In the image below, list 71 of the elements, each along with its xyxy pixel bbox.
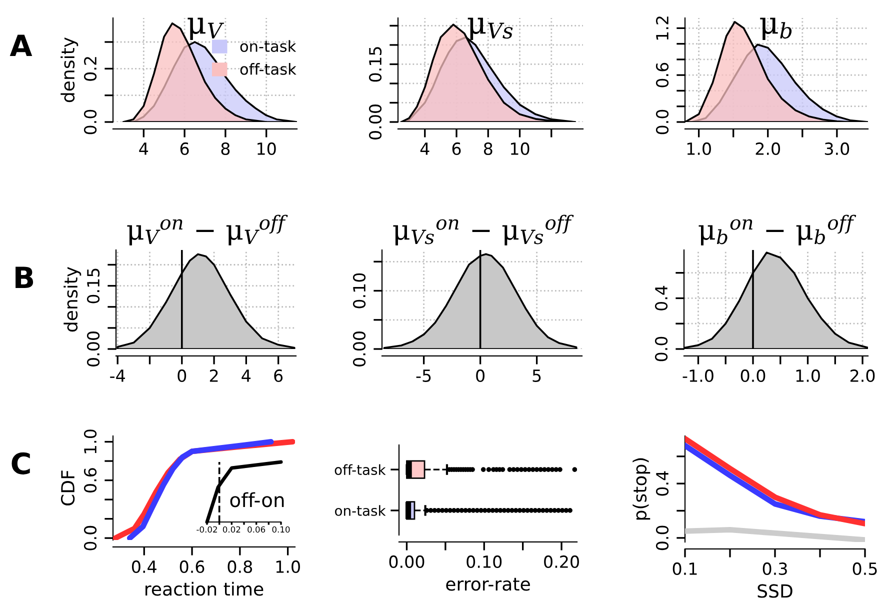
y-tick-label: on-task [335,505,386,516]
y-tick-label: 0.15 [368,47,382,82]
x-tick-label: 8 [484,142,492,156]
chart-title: μ$_{Vs}$ [468,18,513,40]
text: A [10,34,32,56]
x-tick-label: 0.8 [228,560,252,574]
y-tick-label: 1.0 [84,430,97,454]
x-tick-label: 0.4 [132,560,156,574]
legend-label: on-task [240,40,296,52]
chart-title: μ$_{b}$ [760,18,792,40]
x-tick-label: -0.02 [196,526,217,533]
x-tick-label: 10 [510,142,530,156]
legend-label: off-task [240,63,296,75]
x-tick-label: 2.0 [756,142,780,156]
y-tick-label: 0.15 [86,268,100,304]
x-axis-title: reaction time [146,582,264,596]
x-tick-label: 2 [210,369,218,382]
text: C [12,452,30,474]
y-tick-label: 0.2 [84,57,97,81]
x-tick-label: 10 [258,142,276,156]
x-tick-label: 6 [274,369,283,382]
x-tick-label: -1.0 [682,369,714,382]
x-tick-label: 0.5 [852,562,877,576]
y-tick-label: 0.4 [654,286,668,310]
x-axis-title: SSD [758,584,792,598]
y-tick-label: 0.6 [656,62,669,88]
x-tick-label: 0 [178,369,186,382]
y-axis-title: p(stop) [632,458,650,520]
x-tick-label: 5 [532,370,541,382]
x-tick-label: 6 [452,142,461,156]
y-tick-label: 1.2 [656,16,668,40]
chart-title: μ$_{V}$$^{on}$ − μ$_{V}$$^{off}$ [127,214,288,246]
y-tick-label: 0.10 [352,273,366,308]
x-tick-label: 0.10 [466,555,502,568]
annotation: off-on [230,492,284,508]
y-tick-label: 0.6 [84,468,97,492]
x-tick-label: 0.20 [544,555,579,568]
chart-title: μ$_{V}$ [188,18,224,40]
chart-title: μ$_{Vs}$$^{on}$ − μ$_{Vs}$$^{off}$ [393,214,574,246]
x-tick-label: 0.02 [222,526,240,533]
x-tick-label: 0.00 [389,555,424,568]
x-tick-label: 4 [139,142,148,155]
y-tick-label: 0.0 [654,336,668,362]
x-tick-label: 0.3 [762,562,787,576]
text: B [16,266,34,288]
y-axis-title: density [60,37,78,102]
x-tick-label: -4 [110,370,125,382]
y-tick-label: 0.0 [84,110,97,134]
y-tick-label: 0.0 [656,110,669,134]
x-tick-label: 4 [242,370,251,382]
chart-title: μ$_{b}$$^{on}$ − μ$_{b}$$^{off}$ [698,214,856,246]
x-tick-label: -5 [416,370,431,382]
x-tick-label: 0.6 [180,560,204,574]
x-tick-label: 1.0 [687,142,711,156]
y-tick-label: 0.4 [656,471,669,496]
x-tick-label: 2.0 [850,369,875,382]
x-tick-label: 1.0 [276,560,300,574]
x-tick-label: 1.0 [796,369,820,382]
x-tick-label: 6 [180,142,189,156]
x-tick-label: 0.0 [740,369,766,382]
x-tick-label: 8 [221,142,230,156]
y-axis-title: CDF [60,470,75,506]
x-tick-label: 0.06 [248,526,266,533]
x-tick-label: 4 [420,142,430,155]
y-axis-title: density [64,266,82,332]
x-tick-label: 0.10 [272,526,290,533]
x-axis-title: error-rate [446,578,530,591]
x-tick-label: 0 [476,369,484,382]
x-tick-label: 3.0 [824,142,850,156]
x-tick-label: 0.1 [672,562,697,576]
y-tick-label: off-task [334,464,386,476]
